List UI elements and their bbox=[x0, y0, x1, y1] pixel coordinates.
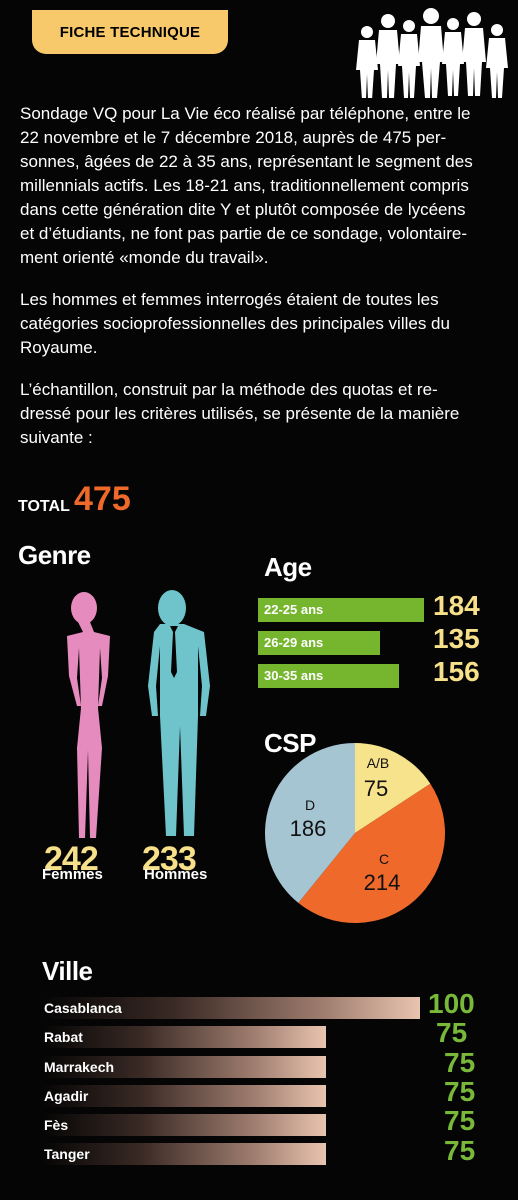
pie-slice-ab bbox=[355, 743, 431, 833]
total-label: TOTAL bbox=[18, 498, 70, 515]
ville-label-marrakech: Marrakech bbox=[44, 1059, 115, 1075]
intro-paragraph-2: Les hommes et femmes interrogés étaient … bbox=[20, 290, 450, 357]
pie-value-c: 214 bbox=[364, 870, 401, 895]
pie-label-d: D bbox=[305, 797, 315, 813]
pie-label-c: C bbox=[379, 851, 389, 867]
age-value-26-29: 135 bbox=[433, 623, 480, 654]
people-silhouettes-image bbox=[356, 8, 508, 98]
pie-slice-c bbox=[298, 783, 445, 923]
age-label-26-29: 26-29 ans bbox=[264, 635, 324, 650]
age-bar-30-35 bbox=[258, 664, 399, 688]
genre-title: Genre bbox=[18, 540, 91, 570]
ville-value-fes: 75 bbox=[444, 1105, 476, 1136]
genre-value-femmes: 242 bbox=[44, 840, 99, 878]
ville-label-casablanca: Casablanca bbox=[44, 1000, 122, 1016]
genre-label-femmes: Femmes bbox=[42, 866, 103, 883]
ville-label-tanger: Tanger bbox=[44, 1146, 90, 1162]
ville-bar-tanger bbox=[42, 1143, 326, 1165]
ville-bar-fes bbox=[42, 1114, 326, 1136]
ville-value-casablanca: 100 bbox=[428, 988, 475, 1019]
age-label-30-35: 30-35 ans bbox=[264, 668, 324, 683]
age-value-22-25: 184 bbox=[433, 590, 480, 621]
genre-value-hommes: 233 bbox=[142, 840, 197, 878]
csp-title: CSP bbox=[264, 728, 316, 758]
ville-value-rabat: 75 bbox=[436, 1017, 468, 1048]
ville-label-agadir: Agadir bbox=[44, 1088, 89, 1104]
header-title: FICHE TECHNIQUE bbox=[59, 23, 201, 41]
age-bar-22-25 bbox=[258, 598, 424, 622]
age-bar-26-29 bbox=[258, 631, 380, 655]
man-silhouette-icon bbox=[148, 590, 210, 836]
total-value: 475 bbox=[74, 480, 131, 518]
ville-value-agadir: 75 bbox=[444, 1076, 476, 1107]
woman-silhouette-icon bbox=[67, 592, 110, 838]
ville-label-rabat: Rabat bbox=[44, 1029, 83, 1045]
ville-bar-casablanca bbox=[42, 997, 420, 1019]
ville-title: Ville bbox=[42, 956, 93, 986]
intro-paragraph-1: Sondage VQ pour La Vie éco réalisé par t… bbox=[20, 104, 473, 267]
genre-label-hommes: Hommes bbox=[144, 866, 208, 883]
ville-bar-rabat bbox=[42, 1026, 326, 1048]
csp-pie-chart: A/B 75 C 214 D 186 bbox=[264, 743, 445, 923]
ville-bar-marrakech bbox=[42, 1056, 326, 1078]
ville-bar-agadir bbox=[42, 1085, 326, 1107]
ville-label-fes: Fès bbox=[44, 1117, 69, 1133]
age-label-22-25: 22-25 ans bbox=[264, 602, 324, 617]
ville-value-tanger: 75 bbox=[444, 1135, 476, 1166]
age-value-30-35: 156 bbox=[433, 656, 480, 687]
ville-value-marrakech: 75 bbox=[444, 1047, 476, 1078]
pie-slice-d bbox=[264, 743, 355, 903]
fiche-technique-header: FICHE TECHNIQUE bbox=[32, 10, 228, 54]
age-title: Age bbox=[264, 552, 312, 582]
pie-label-ab: A/B bbox=[367, 755, 390, 771]
pie-value-d: 186 bbox=[290, 816, 327, 841]
intro-paragraph-3: L’échantillon, construit par la méthode … bbox=[20, 380, 460, 447]
pie-value-ab: 75 bbox=[364, 776, 388, 801]
